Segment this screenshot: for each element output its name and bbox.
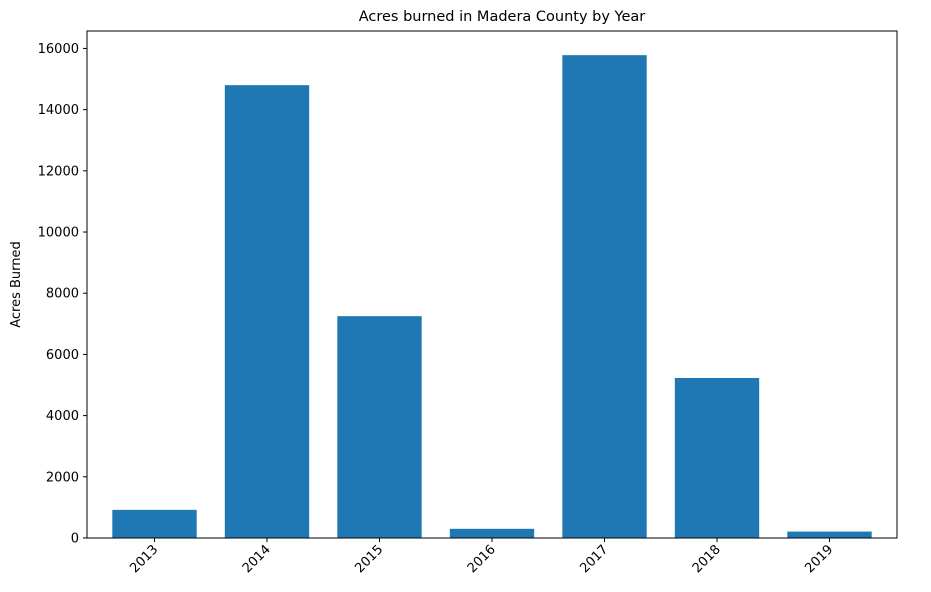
x-tick-label-2018: 2018 [690,542,724,576]
y-axis: 0 2000 4000 6000 8000 10000 12000 14000 16000 [38,42,87,547]
plot-frame [86,30,898,539]
x-axis: 2013 2014 2015 2016 2017 2018 2019 [127,538,836,576]
bar-2013 [112,509,197,538]
y-tick-label-14000: 14000 [38,103,79,118]
x-tick-label-2019: 2019 [802,542,836,576]
y-tick-label-4000: 4000 [46,409,79,424]
bar-2016 [449,528,535,538]
x-tick-label-2017: 2017 [577,542,611,576]
bars-group [112,55,872,538]
x-tick-label-2015: 2015 [352,542,386,576]
y-tick-label-0: 0 [71,532,79,547]
y-tick-label-10000: 10000 [38,226,79,241]
y-tick-label-2000: 2000 [46,470,79,485]
y-tick-label-8000: 8000 [46,287,79,302]
bar-2019 [787,531,872,538]
bar-2018 [674,377,760,538]
chart-title: Acres burned in Madera County by Year [359,9,646,25]
y-tick-label-16000: 16000 [38,42,79,57]
bar-2015 [337,316,422,538]
x-tick-label-2016: 2016 [465,542,499,576]
x-tick-label-2013: 2013 [127,542,161,576]
y-tick-label-12000: 12000 [38,164,79,179]
x-tick-label-2014: 2014 [240,542,274,576]
bar-2014 [224,85,310,538]
y-tick-label-6000: 6000 [46,348,79,363]
y-axis-label: Acres Burned [9,241,24,328]
bar-2017 [562,55,647,538]
